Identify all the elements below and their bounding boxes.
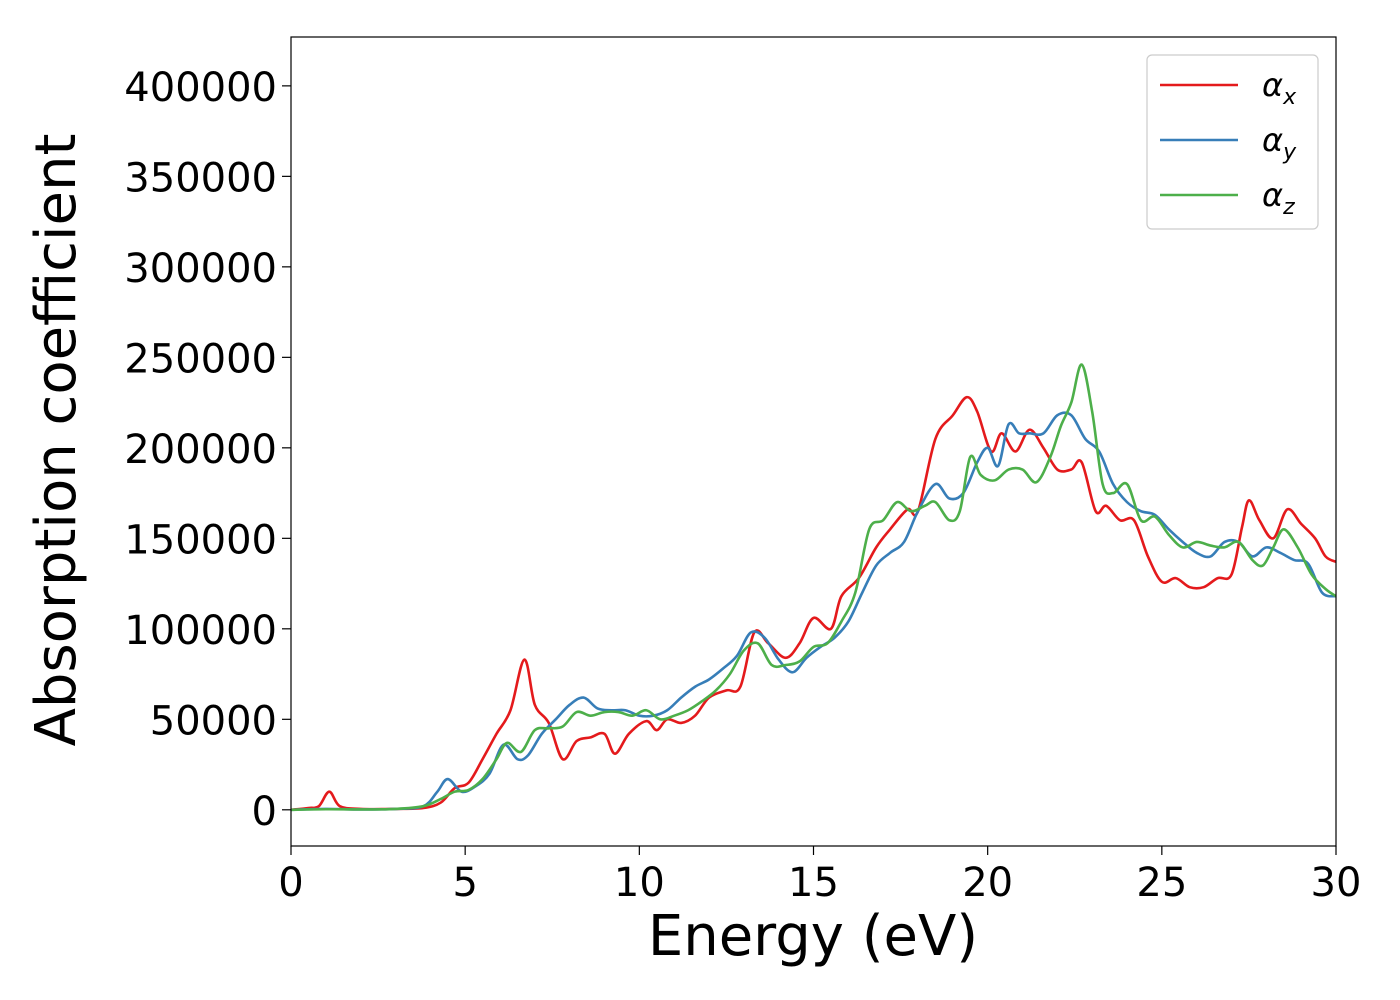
y-tick-label: 0 bbox=[252, 789, 277, 835]
y-tick-label: 400000 bbox=[124, 65, 277, 111]
series-layer bbox=[291, 363, 1336, 812]
y-axis: 0 50000 100000 150000 200000 250000 300000 3500… bbox=[124, 65, 291, 835]
x-tick-label: 15 bbox=[788, 860, 839, 906]
y-tick-label: 200000 bbox=[124, 427, 277, 473]
x-tick-label: 5 bbox=[452, 860, 477, 906]
y-tick-label: 50000 bbox=[150, 698, 277, 744]
x-tick-label: 20 bbox=[962, 860, 1013, 906]
x-tick-label: 25 bbox=[1136, 860, 1187, 906]
legend-box bbox=[1146, 54, 1319, 230]
x-tick-label: 30 bbox=[1311, 860, 1362, 906]
x-axis: 0 5 10 15 20 25 30 bbox=[278, 846, 1361, 906]
y-axis-title: Absorption coefficient bbox=[24, 134, 89, 747]
y-tick-label: 100000 bbox=[124, 608, 277, 654]
x-tick-label: 10 bbox=[614, 860, 665, 906]
y-tick-label: 250000 bbox=[124, 336, 277, 382]
y-tick-label: 150000 bbox=[124, 517, 277, 563]
series-line-z bbox=[291, 363, 1336, 812]
x-tick-label: 0 bbox=[278, 860, 303, 906]
y-tick-label: 300000 bbox=[124, 246, 277, 292]
series-line-x bbox=[291, 395, 1336, 812]
y-tick-label: 350000 bbox=[124, 155, 277, 201]
series-line-y bbox=[291, 411, 1336, 812]
x-axis-title: Energy (eV) bbox=[648, 904, 978, 969]
